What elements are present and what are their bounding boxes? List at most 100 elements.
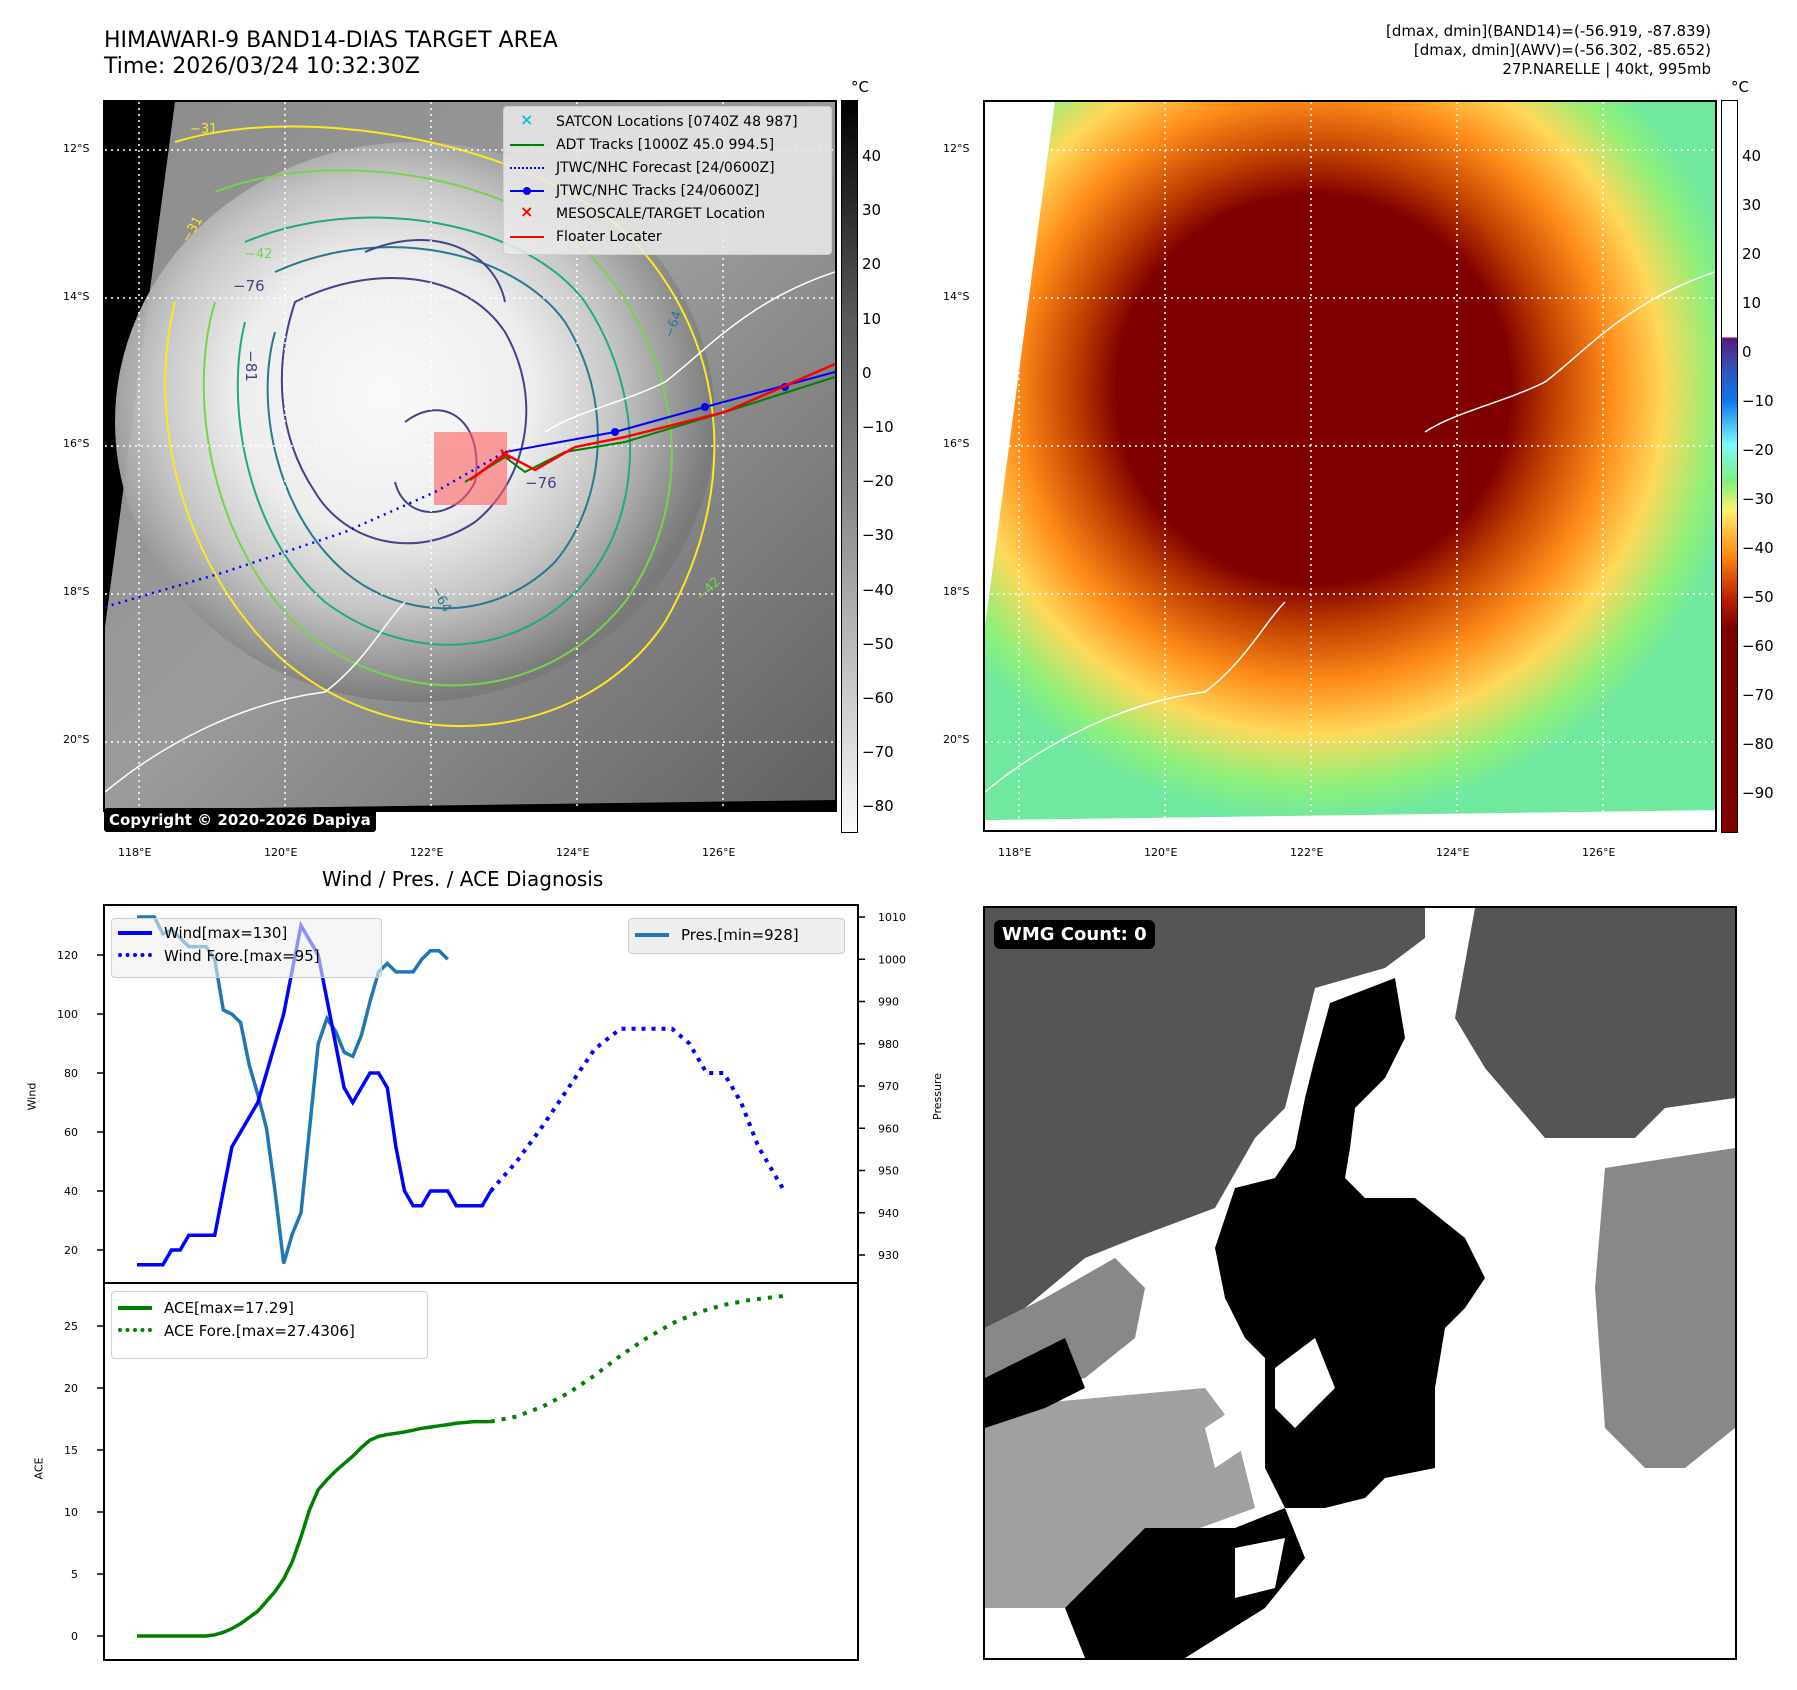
line-icon [510, 137, 544, 153]
legend-label: JTWC/NHC Forecast [24/0600Z] [556, 159, 775, 176]
storm-info: 27P.NARELLE | 40kt, 995mb [1502, 60, 1711, 78]
wind-ytick-label: 100 [57, 1008, 78, 1021]
legend-item-wind-forecast: Wind Fore.[max=95] [112, 944, 381, 967]
ace-legend: ACE[max=17.29] ACE Fore.[max=27.4306] [111, 1291, 428, 1359]
wind-ytick-label: 20 [64, 1244, 78, 1257]
legend-item-ace-forecast: ACE Fore.[max=27.4306] [112, 1319, 427, 1342]
pressure-ytick-label: 960 [878, 1122, 899, 1135]
lat-label: 14°S [63, 290, 90, 303]
map-gridlines [105, 102, 835, 810]
dotted-line-icon [118, 948, 152, 964]
lat-label: 16°S [943, 437, 970, 450]
pressure-ytick-label: 1000 [878, 953, 906, 966]
wind-ytick-label: 40 [64, 1185, 78, 1198]
lat-label: 20°S [63, 733, 90, 746]
contour-label: −81 [241, 350, 260, 382]
pressure-ytick-label: 1010 [878, 911, 906, 924]
lon-label: 124°E [1436, 846, 1470, 859]
colorbar-tick-label: 0 [862, 363, 872, 382]
ace-ytick-label: 20 [64, 1382, 78, 1395]
stats-band14: [dmax, dmin](BAND14)=(-56.919, -87.839) [1386, 22, 1711, 40]
lat-label: 16°S [63, 437, 90, 450]
legend-label: JTWC/NHC Tracks [24/0600Z] [556, 182, 760, 199]
legend-item-ace: ACE[max=17.29] [112, 1296, 427, 1319]
wmg-image [985, 908, 1735, 1658]
lon-label: 120°E [264, 846, 298, 859]
contour-label: −76 [233, 277, 265, 295]
lat-label: 12°S [63, 142, 90, 155]
line-icon [118, 1300, 152, 1316]
line-dot-icon [510, 183, 544, 199]
wind-ytick-label: 60 [64, 1126, 78, 1139]
lon-label: 126°E [1582, 846, 1616, 859]
lat-label: 20°S [943, 733, 970, 746]
colorbar-tick-label: 40 [862, 147, 882, 165]
ace-ytick-label: 0 [71, 1630, 78, 1643]
wind-ytick-label: 80 [64, 1067, 78, 1080]
colorbar-tick-label: 20 [1742, 245, 1762, 263]
contour-label: −31 [190, 122, 218, 137]
legend-item-satcon: × SATCON Locations [0740Z 48 987] [504, 110, 831, 133]
colorbar-tick-label: −30 [1742, 490, 1774, 508]
lon-label: 122°E [410, 846, 444, 859]
wind-forecast-line [489, 1026, 787, 1193]
copyright-label: Copyright © 2020-2026 Dapiya [104, 808, 376, 832]
colorbar-tick-label: −30 [862, 526, 894, 545]
right-map-gridlines [985, 102, 1715, 830]
dotted-line-icon [118, 1323, 152, 1339]
colorbar-tick-label: 20 [862, 255, 882, 274]
target-marker: × [498, 444, 513, 465]
pressure-ytick-label: 970 [878, 1080, 899, 1093]
ace-line [137, 1419, 491, 1638]
colorbar-tick-label: −50 [1742, 588, 1774, 606]
colorbar-tick-label: 10 [862, 309, 882, 328]
contour-label: −76 [525, 474, 557, 492]
awv-map-image [985, 102, 1715, 830]
pressure-axis-label: Pressure [930, 1073, 944, 1120]
lat-label: 18°S [943, 585, 970, 598]
dotted-line-icon [510, 160, 544, 176]
ace-ytick-label: 5 [71, 1568, 78, 1581]
legend-label: Wind Fore.[max=95] [164, 946, 320, 965]
x-marker-icon: × [520, 201, 534, 221]
lon-label: 126°E [702, 846, 736, 859]
pressure-ytick-label: 980 [878, 1038, 899, 1051]
wmg-panel [983, 906, 1737, 1660]
wind-axis-label: Wind [25, 1082, 39, 1111]
legend-item-pressure: Pres.[min=928] [629, 921, 844, 949]
legend-label: SATCON Locations [0740Z 48 987] [556, 113, 798, 130]
legend-label: Floater Locater [556, 228, 662, 245]
colorbar-tick-label: −90 [1742, 784, 1774, 802]
legend-label: ADT Tracks [1000Z 45.0 994.5] [556, 136, 775, 153]
colorbar-tick-label: −60 [1742, 637, 1774, 655]
x-marker-icon: × [520, 109, 534, 129]
colorbar-tick-label: 40 [1742, 147, 1762, 165]
lat-label: 18°S [63, 585, 90, 598]
ace-axis-label: ACE [32, 1457, 46, 1480]
jtwc-track [504, 371, 835, 453]
awv-map-panel [983, 100, 1717, 832]
title-line-2: Time: 2026/03/24 10:32:30Z [104, 54, 420, 79]
legend-item-tracks: JTWC/NHC Tracks [24/0600Z] [504, 179, 831, 202]
colorbar-tick-label: −70 [1742, 686, 1774, 704]
colorbar-tick-label: −50 [862, 634, 894, 653]
ace-forecast-line [490, 1293, 785, 1424]
colorbar-tick-label: −80 [862, 797, 894, 816]
colorbar-unit: °C [851, 78, 869, 96]
legend-label: Pres.[min=928] [681, 926, 799, 944]
wind-ytick-label: 120 [57, 949, 78, 962]
legend-label: Wind[max=130] [164, 923, 288, 942]
ace-ytick-label: 15 [64, 1444, 78, 1457]
line-icon [510, 229, 544, 245]
stats-block: [dmax, dmin](BAND14)=(-56.919, -87.839) … [1386, 22, 1711, 79]
wind-legend: Wind[max=130] Wind Fore.[max=95] [111, 918, 382, 978]
colorbar-tick-label: −60 [862, 689, 894, 707]
colorbar-tick-label: −20 [862, 472, 894, 491]
title-line-1: HIMAWARI-9 BAND14-DIAS TARGET AREA [104, 28, 558, 53]
pressure-ytick-label: 930 [878, 1249, 899, 1262]
legend-item-wind: Wind[max=130] [112, 921, 381, 944]
legend-label: MESOSCALE/TARGET Location [556, 205, 766, 222]
band14-map-panel: × −31 −31 −42 −76 −81 −76 −64 −64 −42 × S… [103, 100, 837, 812]
legend-item-target: × MESOSCALE/TARGET Location [504, 202, 831, 225]
legend-item-adt: ADT Tracks [1000Z 45.0 994.5] [504, 133, 831, 156]
